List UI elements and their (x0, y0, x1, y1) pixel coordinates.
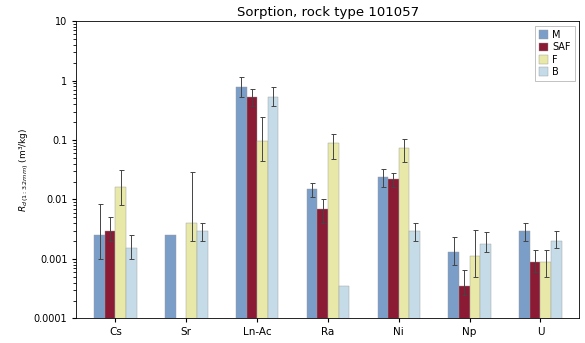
Bar (530, 262, 541, 343)
Bar (105, 230, 115, 343)
Bar (257, 141, 268, 343)
Bar (519, 230, 530, 343)
Bar (126, 248, 137, 343)
Bar (328, 143, 339, 343)
Bar (197, 230, 208, 343)
Bar (236, 87, 246, 343)
Bar (551, 241, 562, 343)
Y-axis label: $R_{d\,(1:3.2mm)}$ (m³/kg): $R_{d\,(1:3.2mm)}$ (m³/kg) (17, 128, 31, 212)
Bar (459, 286, 470, 343)
Bar (470, 257, 480, 343)
Bar (388, 179, 399, 343)
Bar (317, 209, 328, 343)
Bar (165, 235, 175, 343)
Bar (448, 252, 459, 343)
Bar (94, 235, 105, 343)
Bar (186, 223, 197, 343)
Legend: M, SAF, F, B: M, SAF, F, B (535, 26, 574, 81)
Bar (377, 177, 388, 343)
Bar (541, 262, 551, 343)
Bar (339, 286, 349, 343)
Bar (480, 244, 491, 343)
Title: Sorption, rock type 101057: Sorption, rock type 101057 (237, 5, 419, 19)
Bar (399, 148, 410, 343)
Bar (246, 97, 257, 343)
Bar (410, 230, 420, 343)
Bar (307, 189, 317, 343)
Bar (115, 187, 126, 343)
Bar (268, 97, 278, 343)
